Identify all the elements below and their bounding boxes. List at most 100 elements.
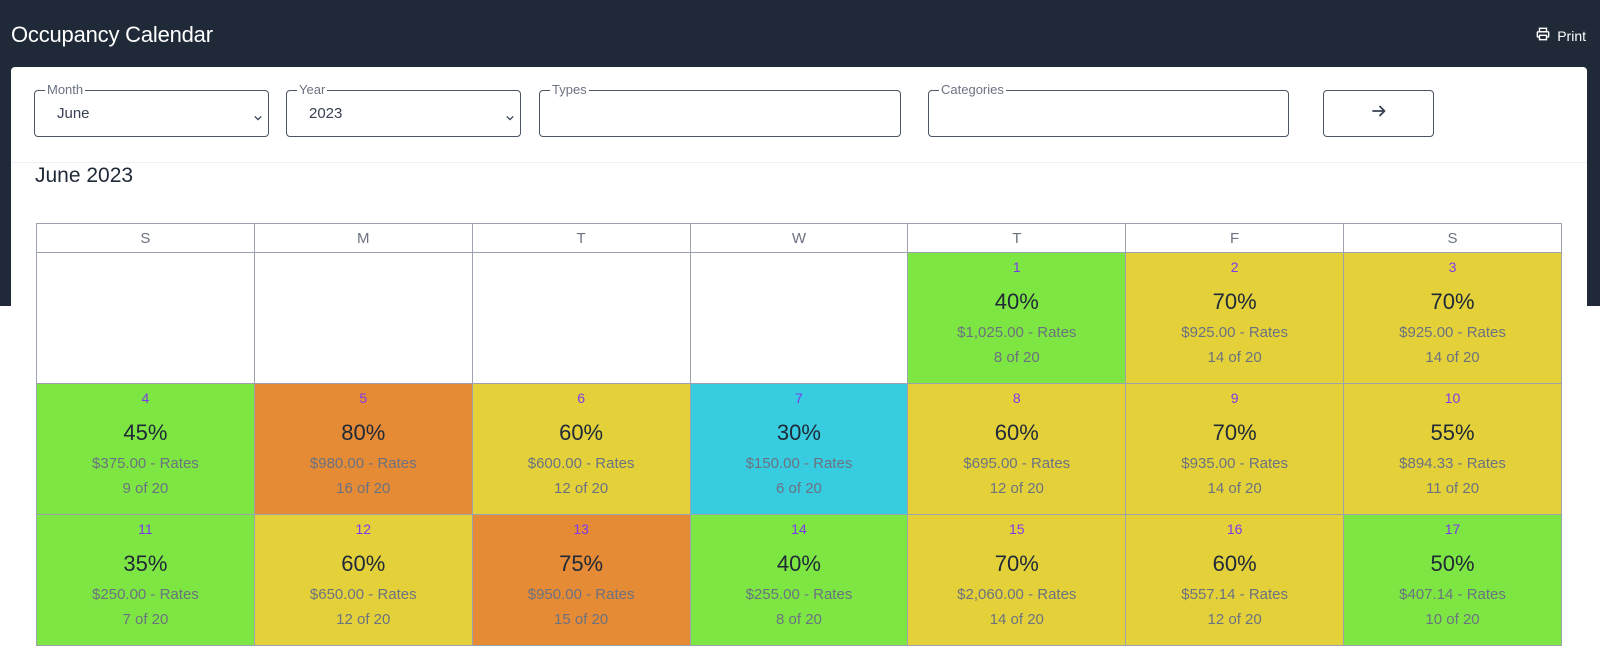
day-rate: $695.00 - Rates [963, 455, 1071, 472]
day-rate: $2,060.00 - Rates [957, 586, 1077, 603]
calendar-day-cell[interactable]: 3 70% $925.00 - Rates 14 of 20 [1343, 252, 1562, 384]
calendar-week-row: 11 35% $250.00 - Rates 7 of 20 12 60% $650.00 … [36, 514, 1562, 646]
occupied-count: 11 of 20 [1425, 480, 1480, 497]
calendar-day-cell[interactable]: 17 50% $407.14 - Rates 10 of 20 [1343, 514, 1562, 646]
occupancy-percent: 80% [341, 420, 386, 445]
day-number: 3 [1448, 259, 1457, 275]
calendar-day-cell[interactable]: 9 70% $935.00 - Rates 14 of 20 [1125, 383, 1345, 515]
weekday-header: S [36, 223, 255, 253]
calendar-empty-cell [36, 252, 255, 384]
calendar-week-row: 4 45% $375.00 - Rates 9 of 20 5 80% $980.00 - … [36, 383, 1562, 515]
calendar-day-cell[interactable]: 15 70% $2,060.00 - Rates 14 of 20 [907, 514, 1127, 646]
day-rate: $650.00 - Rates [309, 586, 417, 603]
weekday-header: T [907, 223, 1127, 253]
day-number: 9 [1230, 390, 1239, 406]
year-label: Year [297, 82, 328, 98]
day-rate: $407.14 - Rates [1399, 586, 1506, 603]
year-value: 2023 [309, 105, 343, 122]
year-select[interactable]: Year 2023 [286, 82, 521, 137]
day-number: 11 [138, 521, 153, 537]
calendar-empty-cell [689, 252, 909, 384]
calendar-empty-cell [253, 252, 473, 384]
occupancy-percent: 75% [559, 551, 604, 576]
day-number: 10 [1444, 390, 1461, 406]
day-number: 16 [1226, 521, 1243, 537]
chevron-down-icon [506, 109, 514, 121]
page-title: Occupancy Calendar [11, 22, 213, 47]
calendar-day-cell[interactable]: 6 60% $600.00 - Rates 12 of 20 [471, 383, 691, 515]
day-rate: $925.00 - Rates [1399, 324, 1506, 341]
occupied-count: 12 of 20 [989, 480, 1044, 497]
day-rate: $1,025.00 - Rates [957, 324, 1077, 341]
occupancy-percent: 70% [994, 551, 1039, 576]
day-number: 6 [577, 390, 585, 406]
weekday-header: T [471, 223, 691, 253]
categories-label: Categories [939, 82, 1006, 98]
print-button[interactable]: Print [1536, 27, 1586, 44]
calendar-day-cell[interactable]: 10 55% $894.33 - Rates 11 of 20 [1343, 383, 1562, 515]
calendar-card: Month June Year 2023 Types Categories [11, 67, 1587, 667]
apply-filters-button[interactable] [1323, 90, 1434, 137]
occupancy-percent: 60% [559, 420, 604, 445]
occupied-count: 8 of 20 [776, 611, 822, 628]
day-rate: $950.00 - Rates [527, 586, 635, 603]
occupied-count: 15 of 20 [554, 611, 609, 628]
occupancy-percent: 30% [776, 420, 821, 445]
occupied-count: 16 of 20 [336, 480, 391, 497]
calendar-day-cell[interactable]: 2 70% $925.00 - Rates 14 of 20 [1125, 252, 1345, 384]
categories-field[interactable]: Categories [928, 82, 1289, 137]
calendar-day-cell[interactable]: 8 60% $695.00 - Rates 12 of 20 [907, 383, 1127, 515]
day-rate: $150.00 - Rates [745, 455, 853, 472]
occupancy-percent: 60% [1212, 551, 1257, 576]
arrow-right-icon [1371, 103, 1387, 124]
calendar-day-cell[interactable]: 1 40% $1,025.00 - Rates 8 of 20 [907, 252, 1127, 384]
types-field[interactable]: Types [539, 82, 901, 137]
occupied-count: 8 of 20 [993, 349, 1040, 366]
occupied-count: 14 of 20 [1207, 349, 1262, 366]
calendar-day-cell[interactable]: 4 45% $375.00 - Rates 9 of 20 [36, 383, 255, 515]
weekday-header: F [1125, 223, 1345, 253]
day-rate: $935.00 - Rates [1181, 455, 1289, 472]
occupancy-percent: 40% [994, 289, 1039, 314]
occupied-count: 9 of 20 [122, 480, 169, 497]
types-label: Types [550, 82, 589, 98]
occupied-count: 14 of 20 [1425, 349, 1480, 366]
calendar-day-cell[interactable]: 13 75% $950.00 - Rates 15 of 20 [471, 514, 691, 646]
day-number: 15 [1009, 521, 1025, 537]
occupancy-percent: 70% [1212, 289, 1257, 314]
day-rate: $255.00 - Rates [745, 586, 853, 603]
calendar-day-cell[interactable]: 5 80% $980.00 - Rates 16 of 20 [253, 383, 473, 515]
occupied-count: 12 of 20 [554, 480, 609, 497]
weekday-header-row: S M T W T F S [36, 223, 1562, 253]
day-number: 8 [1012, 390, 1021, 406]
occupied-count: 6 of 20 [776, 480, 822, 497]
print-label: Print [1557, 27, 1586, 44]
occupancy-percent: 40% [776, 551, 821, 576]
calendar-week-row: 1 40% $1,025.00 - Rates 8 of 20 2 70% $925.00 … [36, 252, 1562, 384]
day-number: 5 [359, 390, 368, 406]
day-rate: $250.00 - Rates [92, 586, 199, 603]
day-rate: $557.14 - Rates [1181, 586, 1289, 603]
calendar-day-cell[interactable]: 16 60% $557.14 - Rates 12 of 20 [1125, 514, 1345, 646]
calendar-day-cell[interactable]: 11 35% $250.00 - Rates 7 of 20 [36, 514, 255, 646]
month-label: Month [45, 82, 86, 98]
weekday-header: M [253, 223, 473, 253]
calendar-day-cell[interactable]: 14 40% $255.00 - Rates 8 of 20 [689, 514, 909, 646]
printer-icon [1536, 27, 1550, 44]
month-value: June [57, 105, 90, 122]
day-number: 7 [795, 390, 803, 406]
chevron-down-icon [254, 109, 262, 121]
calendar-day-cell[interactable]: 7 30% $150.00 - Rates 6 of 20 [689, 383, 909, 515]
occupied-count: 12 of 20 [336, 611, 391, 628]
day-number: 1 [1012, 259, 1021, 275]
occupied-count: 7 of 20 [122, 611, 169, 628]
day-number: 17 [1444, 521, 1461, 537]
occupancy-percent: 70% [1430, 289, 1475, 314]
month-select[interactable]: Month June [34, 82, 269, 137]
calendar-day-cell[interactable]: 12 60% $650.00 - Rates 12 of 20 [253, 514, 473, 646]
day-number: 2 [1230, 259, 1239, 275]
occupancy-percent: 35% [123, 551, 168, 576]
occupancy-percent: 70% [1212, 420, 1257, 445]
day-number: 14 [791, 521, 807, 537]
occupied-count: 14 of 20 [989, 611, 1044, 628]
